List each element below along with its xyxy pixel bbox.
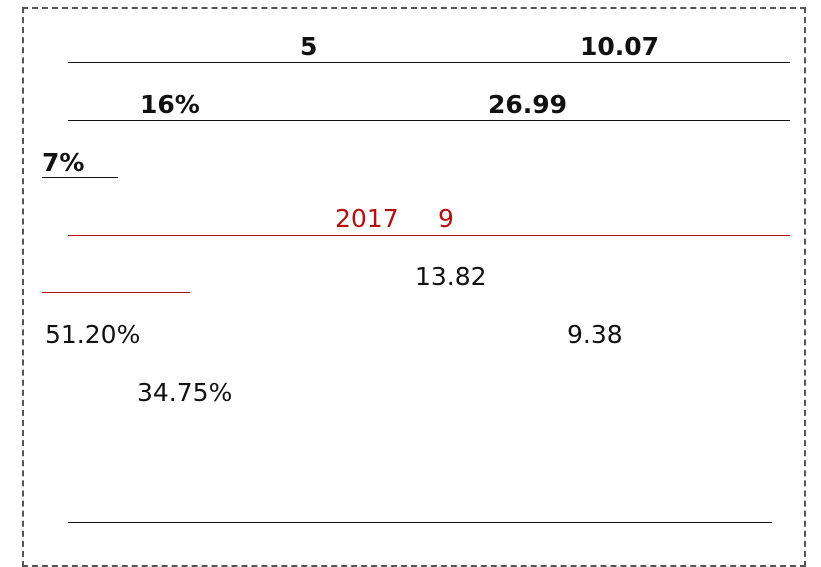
cell: 7% bbox=[42, 148, 85, 177]
cell: 9.38 bbox=[567, 320, 623, 349]
rule bbox=[68, 522, 772, 523]
rule bbox=[68, 120, 790, 121]
cell: 34.75% bbox=[137, 378, 233, 407]
cell: 51.20% bbox=[45, 320, 141, 349]
rule bbox=[68, 62, 790, 63]
cell: 26.99 bbox=[488, 90, 568, 119]
cell: 13.82 bbox=[415, 262, 487, 291]
cell: 9 bbox=[438, 204, 454, 233]
cell: 16% bbox=[140, 90, 200, 119]
rule bbox=[42, 177, 118, 178]
rule bbox=[42, 292, 190, 293]
page: 5 10.07 16% 26.99 7% 2017 9 13.82 51.20%… bbox=[22, 7, 806, 567]
cell: 2017 bbox=[335, 204, 399, 233]
cell: 10.07 bbox=[580, 32, 660, 61]
cell: 5 bbox=[300, 32, 318, 61]
rule bbox=[68, 235, 790, 236]
